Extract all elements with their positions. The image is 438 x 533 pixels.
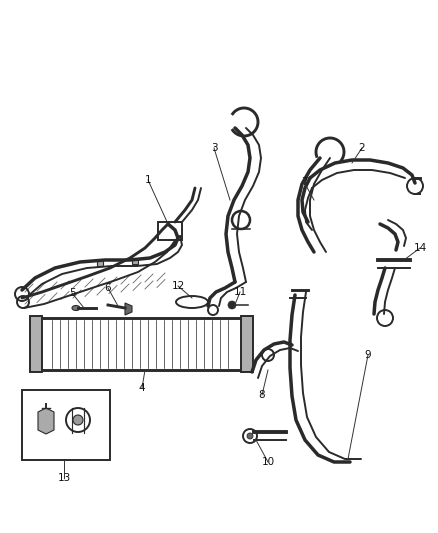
- Text: 8: 8: [259, 390, 265, 400]
- Text: 3: 3: [211, 143, 217, 153]
- Text: 10: 10: [261, 457, 275, 467]
- Bar: [132, 258, 138, 264]
- Circle shape: [247, 433, 253, 439]
- Bar: [30, 316, 42, 372]
- Bar: [38, 318, 245, 370]
- Circle shape: [73, 415, 83, 425]
- Text: 2: 2: [359, 143, 365, 153]
- Text: 1: 1: [145, 175, 151, 185]
- Text: 7: 7: [301, 177, 307, 187]
- Text: 4: 4: [139, 383, 145, 393]
- Text: 11: 11: [233, 287, 247, 297]
- Polygon shape: [125, 303, 132, 315]
- Text: 9: 9: [365, 350, 371, 360]
- Text: 12: 12: [171, 281, 185, 291]
- Text: 5: 5: [69, 288, 75, 298]
- Bar: [22, 390, 110, 460]
- Text: 6: 6: [105, 283, 111, 293]
- Text: 13: 13: [57, 473, 71, 483]
- Ellipse shape: [72, 305, 80, 311]
- Bar: [97, 260, 103, 266]
- Polygon shape: [38, 408, 54, 434]
- Text: 14: 14: [413, 243, 427, 253]
- Circle shape: [228, 301, 236, 309]
- Bar: [241, 316, 253, 372]
